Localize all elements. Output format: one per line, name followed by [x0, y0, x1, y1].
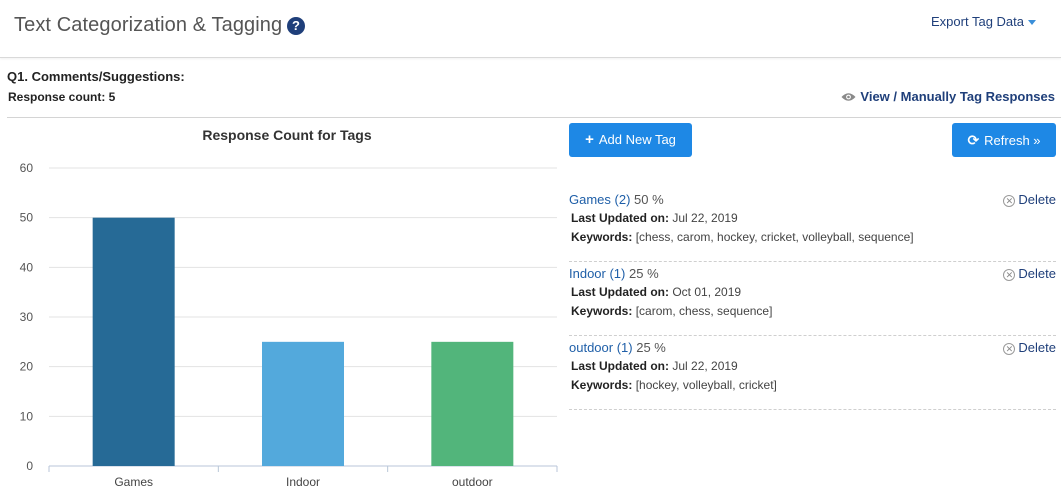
bar-games[interactable]	[92, 217, 175, 466]
y-tick-label: 10	[20, 409, 34, 423]
tag-name-link[interactable]: outdoor (1)	[569, 340, 633, 355]
tag-name-link[interactable]: Games (2)	[569, 192, 631, 207]
tag-item-outdoor: outdoor (1) 25 % Last Updated on: Jul 22…	[569, 336, 1056, 410]
y-tick-label: 20	[20, 360, 34, 374]
response-count: Response count: 5	[8, 90, 116, 104]
close-circle-icon: ✕	[1003, 269, 1016, 281]
refresh-label: Refresh »	[984, 133, 1041, 148]
y-tick-label: 40	[20, 260, 34, 274]
delete-tag-button[interactable]: ✕ Delete	[1003, 190, 1056, 209]
delete-tag-button[interactable]: ✕ Delete	[1003, 264, 1056, 283]
chart-title: Response Count for Tags	[202, 127, 372, 143]
y-tick-label: 30	[20, 310, 34, 324]
page-title: Text Categorization & Tagging	[14, 14, 283, 36]
tag-percent: 25 %	[629, 266, 659, 281]
keywords-label: Keywords:	[571, 230, 633, 244]
tag-list: Games (2) 50 % Last Updated on: Jul 22, …	[569, 188, 1056, 410]
last-updated-label: Last Updated on:	[571, 211, 669, 225]
question-title: Q1. Comments/Suggestions:	[7, 69, 185, 84]
keywords-value: [chess, carom, hockey, cricket, volleyba…	[635, 230, 914, 244]
refresh-icon: ⟳	[967, 132, 980, 148]
export-tag-data-label: Export Tag Data	[931, 14, 1024, 29]
y-tick-label: 0	[26, 459, 33, 473]
keywords-value: [hockey, volleyball, cricket]	[635, 378, 777, 392]
refresh-button[interactable]: ⟳ Refresh »	[952, 123, 1056, 157]
x-category-label: Indoor	[286, 475, 320, 489]
tag-item-indoor: Indoor (1) 25 % Last Updated on: Oct 01,…	[569, 262, 1056, 336]
close-circle-icon: ✕	[1003, 195, 1016, 207]
caret-down-icon	[1028, 20, 1036, 26]
chart-svg: Response Count for Tags 0 10 20 30 40 50 60 Gam…	[20, 127, 558, 489]
close-circle-icon: ✕	[1003, 343, 1016, 355]
keywords-value: [carom, chess, sequence]	[635, 304, 773, 318]
page-header: Text Categorization & Tagging ? Export T…	[0, 0, 1061, 58]
add-new-tag-button[interactable]: + Add New Tag	[569, 123, 692, 157]
question-circle-icon[interactable]: ?	[287, 17, 305, 35]
tag-percent: 25 %	[636, 340, 666, 355]
y-tick-label: 50	[20, 211, 34, 225]
add-new-tag-label: Add New Tag	[598, 132, 676, 147]
bar-indoor[interactable]	[262, 341, 344, 466]
last-updated-value: Oct 01, 2019	[672, 285, 742, 299]
x-category-label: Games	[114, 475, 153, 489]
y-tick-label: 60	[20, 161, 34, 175]
keywords-label: Keywords:	[571, 378, 633, 392]
delete-tag-button[interactable]: ✕ Delete	[1003, 338, 1056, 357]
eye-icon	[841, 90, 856, 105]
keywords-label: Keywords:	[571, 304, 633, 318]
delete-label: Delete	[1018, 192, 1056, 207]
section-divider	[7, 117, 1061, 118]
bar-outdoor[interactable]	[431, 341, 514, 466]
last-updated-label: Last Updated on:	[571, 359, 669, 373]
tag-percent: 50 %	[634, 192, 664, 207]
tag-bar-chart: Response Count for Tags 0 10 20 30 40 50 60 Gam…	[0, 118, 565, 496]
tag-item-games: Games (2) 50 % Last Updated on: Jul 22, …	[569, 188, 1056, 262]
tag-name-link[interactable]: Indoor (1)	[569, 266, 626, 281]
plus-icon: +	[585, 131, 594, 148]
export-tag-data-dropdown[interactable]: Export Tag Data	[931, 14, 1036, 29]
last-updated-label: Last Updated on:	[571, 285, 669, 299]
last-updated-value: Jul 22, 2019	[672, 211, 738, 225]
view-manually-tag-label: View / Manually Tag Responses	[860, 89, 1055, 104]
last-updated-value: Jul 22, 2019	[672, 359, 738, 373]
delete-label: Delete	[1018, 266, 1056, 281]
x-category-label: outdoor	[452, 475, 493, 489]
delete-label: Delete	[1018, 340, 1056, 355]
view-manually-tag-link[interactable]: View / Manually Tag Responses	[841, 89, 1055, 105]
